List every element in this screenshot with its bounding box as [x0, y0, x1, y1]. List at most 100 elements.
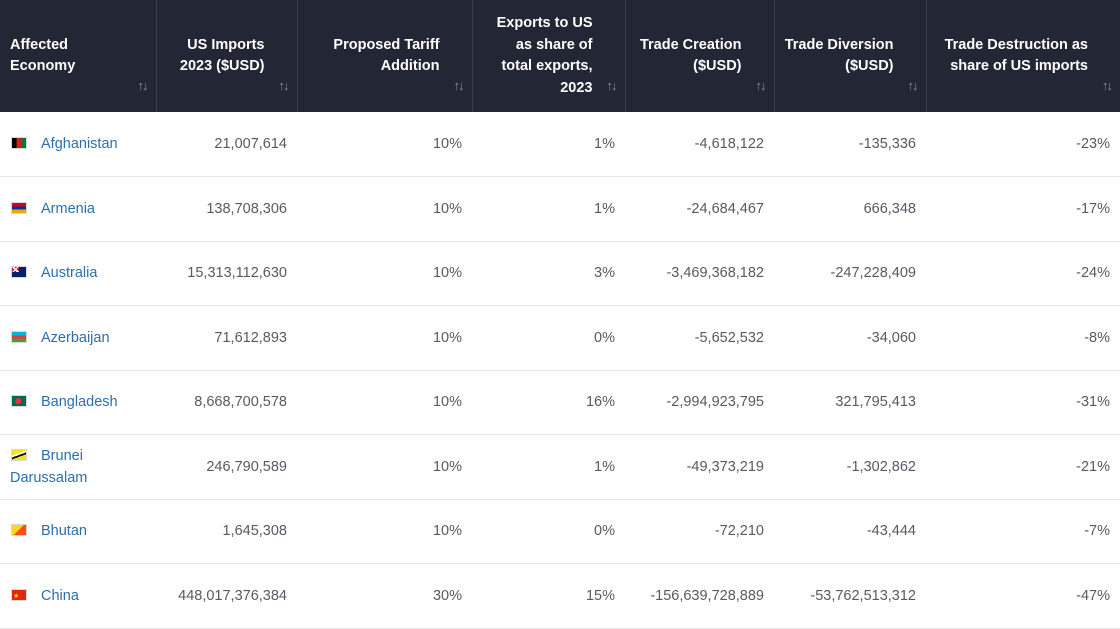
country-link[interactable]: Brunei Darussalam — [10, 447, 88, 486]
us-imports-cell: 246,790,589 — [156, 434, 297, 500]
trade-creation-cell: -2,994,923,795 — [625, 370, 774, 435]
trade-creation-cell: -49,373,219 — [625, 434, 774, 500]
us-imports-cell: 71,612,893 — [156, 305, 297, 371]
tariff-cell: 10% — [297, 112, 472, 177]
table-body: Afghanistan 21,007,614 10% 1% -4,618,122 -135… — [0, 112, 1120, 629]
trade-diversion-cell: -34,060 — [774, 305, 926, 371]
column-header-trade-creation[interactable]: Trade Creation ($USD) ↑↓ — [625, 0, 775, 112]
afghanistan-flag-icon — [11, 137, 27, 149]
trade-destruction-cell: -21% — [926, 434, 1120, 500]
country-link[interactable]: Bhutan — [41, 523, 87, 540]
export-share-cell: 1% — [472, 176, 625, 242]
us-imports-cell: 1,645,308 — [156, 499, 297, 564]
country-cell: Bhutan — [0, 499, 156, 564]
trade-destruction-cell: -8% — [926, 305, 1120, 371]
column-header-label: Exports to US as share of total exports,… — [496, 15, 593, 96]
country-cell: Australia — [0, 241, 156, 306]
export-share-cell: 1% — [472, 112, 625, 177]
armenia-flag-icon — [11, 201, 27, 214]
column-header-label: Affected Economy — [10, 36, 76, 75]
table-row: China 448,017,376,38430%15%-156,639,728,8… — [0, 563, 1120, 629]
trade-destruction-cell: -17% — [926, 176, 1120, 242]
trade-destruction-cell: -23% — [926, 112, 1120, 177]
column-header-label: Trade Diversion ($USD) — [784, 36, 894, 75]
column-header-trade-diversion[interactable]: Trade Diversion ($USD) ↑↓ — [774, 0, 927, 112]
trade-diversion-cell: -135,336 — [774, 112, 926, 177]
table-row: Azerbaijan 71,612,893 10% 0% -5,652,532 -34,0… — [0, 305, 1120, 371]
trade-diversion-cell: -53,762,513,312 — [774, 563, 926, 629]
table-row: Afghanistan 21,007,614 10% 1% -4,618,122 -135… — [0, 112, 1120, 177]
trade-diversion-cell: 321,795,413 — [774, 370, 926, 435]
tariff-cell: 10% — [297, 434, 472, 500]
export-share-cell: 3% — [472, 241, 625, 306]
table-row: Bhutan 1,645,308 10% 0% -72,210 -43,444 -7% — [0, 499, 1120, 564]
trade-creation-cell: -3,469,368,182 — [625, 241, 774, 306]
table-row: Australia 15,313,112,630 10% 3% -3,469,368,1… — [0, 241, 1120, 306]
us-imports-cell: 21,007,614 — [156, 112, 297, 177]
trade-creation-cell: -5,652,532 — [625, 305, 774, 371]
export-share-cell: 0% — [472, 499, 625, 564]
tariff-cell: 10% — [297, 370, 472, 435]
us-imports-cell: 448,017,376,384 — [156, 563, 297, 629]
sort-icon[interactable]: ↑↓ — [907, 77, 919, 93]
table-row: Bangladesh 8,668,700,578 10% 16% -2,994,923,… — [0, 370, 1120, 435]
trade-creation-cell: -24,684,467 — [625, 176, 774, 242]
export-share-cell: 1% — [472, 434, 625, 500]
brunei-flag-icon — [11, 448, 27, 461]
column-header-label: Proposed Tariff Addition — [333, 36, 440, 75]
country-link[interactable]: Australia — [41, 265, 98, 282]
country-cell: Afghanistan — [0, 112, 156, 177]
column-header-us-imports[interactable]: US Imports 2023 ($USD) ↑↓ — [156, 0, 298, 112]
tariff-cell: 30% — [297, 563, 472, 629]
export-share-cell: 15% — [472, 563, 625, 629]
azerbaijan-flag-icon — [11, 330, 27, 343]
country-link[interactable]: Bangladesh — [41, 394, 118, 411]
column-header-label: US Imports 2023 ($USD) — [179, 36, 265, 75]
country-cell: Bangladesh — [0, 370, 156, 435]
country-cell: Azerbaijan — [0, 305, 156, 371]
column-header-proposed-tariff[interactable]: Proposed Tariff Addition ↑↓ — [297, 0, 473, 112]
bangladesh-flag-icon — [11, 395, 27, 408]
column-header-trade-destruction[interactable]: Trade Destruction as share of US imports… — [926, 0, 1120, 112]
table-row: Armenia 138,708,306 10% 1% -24,684,467 666,34… — [0, 176, 1120, 242]
trade-creation-cell: -72,210 — [625, 499, 774, 564]
sort-icon[interactable]: ↑↓ — [1102, 77, 1113, 93]
trade-destruction-cell: -31% — [926, 370, 1120, 435]
column-header-label: Trade Creation ($USD) — [639, 36, 742, 75]
table-row: Brunei Darussalam 246,790,589 10% 1% -49,373… — [0, 434, 1120, 500]
country-cell: China — [0, 563, 156, 629]
export-share-cell: 0% — [472, 305, 625, 371]
trade-destruction-cell: -47% — [926, 563, 1120, 629]
country-link[interactable]: Afghanistan — [41, 136, 118, 152]
country-link[interactable]: Azerbaijan — [41, 329, 110, 346]
column-header-label: Trade Destruction as share of US imports — [944, 36, 1088, 75]
tariff-cell: 10% — [297, 241, 472, 306]
export-share-cell: 16% — [472, 370, 625, 435]
column-header-export-share[interactable]: Exports to US as share of total exports,… — [472, 0, 626, 112]
header-row: Affected Economy ↑↓ US Imports 2023 ($US… — [0, 0, 1120, 112]
us-imports-cell: 8,668,700,578 — [156, 370, 297, 435]
country-link[interactable]: China — [41, 587, 79, 604]
australia-flag-icon — [11, 266, 27, 279]
trade-destruction-cell: -24% — [926, 241, 1120, 306]
trade-diversion-cell: 666,348 — [774, 176, 926, 242]
sort-icon[interactable]: ↑↓ — [606, 77, 618, 93]
country-link[interactable]: Armenia — [41, 200, 95, 217]
sort-icon[interactable]: ↑↓ — [755, 77, 767, 93]
country-cell: Brunei Darussalam — [0, 434, 156, 500]
trade-diversion-cell: -1,302,862 — [774, 434, 926, 500]
trade-diversion-cell: -43,444 — [774, 499, 926, 564]
trade-creation-cell: -4,618,122 — [625, 112, 774, 177]
column-header-affected-economy[interactable]: Affected Economy ↑↓ — [0, 0, 157, 112]
tariff-cell: 10% — [297, 176, 472, 242]
sort-icon[interactable]: ↑↓ — [278, 77, 290, 93]
sort-icon[interactable]: ↑↓ — [453, 77, 465, 93]
tariff-cell: 10% — [297, 499, 472, 564]
tariff-cell: 10% — [297, 305, 472, 371]
us-imports-cell: 138,708,306 — [156, 176, 297, 242]
sort-icon[interactable]: ↑↓ — [137, 77, 149, 93]
china-flag-icon — [11, 586, 27, 608]
country-cell: Armenia — [0, 176, 156, 242]
trade-diversion-cell: -247,228,409 — [774, 241, 926, 306]
